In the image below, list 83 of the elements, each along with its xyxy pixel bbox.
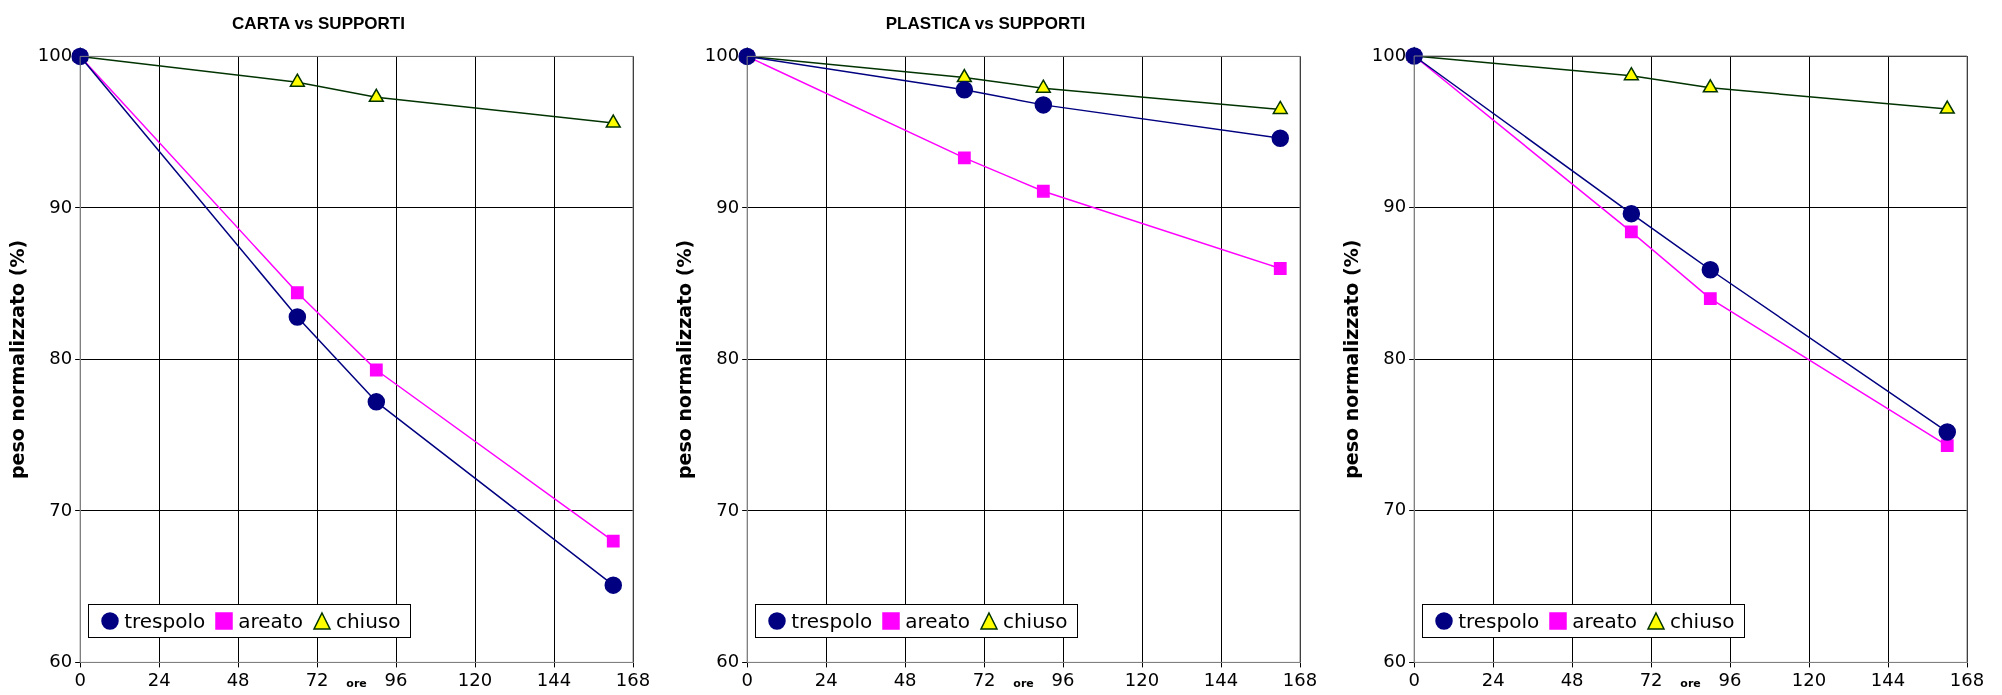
point <box>1702 79 1718 93</box>
x-tick-label: 0 <box>1408 668 1420 690</box>
y-tick-label: 90 <box>1383 195 1407 217</box>
x-tick-label: 72 <box>1639 668 1663 690</box>
legend-label: areato <box>905 609 970 634</box>
point <box>1622 204 1641 223</box>
point <box>1701 261 1720 279</box>
x-tick-label: 168 <box>1282 668 1318 690</box>
point <box>288 308 307 326</box>
point <box>1036 184 1050 198</box>
x-tick-label: 120 <box>1791 668 1827 690</box>
y-tick-label: 90 <box>716 195 740 217</box>
point <box>606 534 620 548</box>
chart-title: CARTA vs SUPPORTI <box>232 13 405 33</box>
legend-label: trespolo <box>1458 609 1540 634</box>
legend-label: areato <box>1572 609 1637 634</box>
x-tick-label: 96 <box>384 668 408 690</box>
legend-label: chiuso <box>335 609 401 634</box>
legend-label: trespolo <box>124 609 206 634</box>
legend-label: trespolo <box>791 609 873 634</box>
x-axis-title: ore <box>346 677 367 691</box>
point <box>290 286 304 300</box>
y-tick-label: 80 <box>1383 346 1407 368</box>
legend-label: areato <box>238 609 303 634</box>
legend-label: chiuso <box>1002 609 1068 634</box>
point <box>368 88 384 103</box>
x-tick-label: 48 <box>1560 668 1584 690</box>
y-tick-label: 60 <box>1383 650 1407 672</box>
x-tick-label: 96 <box>1051 668 1075 690</box>
point <box>1939 100 1955 114</box>
y-tick-label: 90 <box>49 195 73 217</box>
x-tick-label: 144 <box>1870 668 1906 690</box>
point <box>1623 66 1640 81</box>
point <box>1273 262 1287 275</box>
x-tick-label: 120 <box>457 668 493 690</box>
y-tick-label: 70 <box>49 498 73 520</box>
x-axis-title: ore <box>1680 677 1701 691</box>
x-tick-label: 96 <box>1718 668 1742 690</box>
x-tick-label: 24 <box>814 668 838 690</box>
x-tick-label: 144 <box>536 668 572 690</box>
x-tick-label: 144 <box>1203 668 1239 690</box>
point <box>289 73 306 87</box>
point <box>604 576 623 594</box>
y-tick-label: 70 <box>716 498 740 520</box>
x-tick-label: 120 <box>1124 668 1160 690</box>
point <box>956 68 973 83</box>
y-tick-label: 70 <box>1383 498 1407 520</box>
point <box>1272 100 1288 115</box>
x-tick-label: 168 <box>1949 668 1985 690</box>
y-axis-title: peso normalizzato (%) <box>1340 239 1363 479</box>
point <box>955 80 974 99</box>
y-tick-label: 100 <box>1371 43 1407 65</box>
point <box>605 114 621 128</box>
x-tick-label: 0 <box>74 668 86 690</box>
x-tick-label: 0 <box>741 668 753 690</box>
x-tick-label: 168 <box>615 668 651 690</box>
point <box>1940 439 1954 453</box>
point <box>957 151 971 165</box>
x-tick-label: 48 <box>226 668 250 690</box>
y-tick-label: 100 <box>37 44 73 66</box>
y-tick-label: 100 <box>704 44 740 66</box>
chart-title: PLASTICA vs SUPPORTI <box>885 13 1086 33</box>
point <box>1938 423 1957 441</box>
y-tick-label: 80 <box>49 347 73 369</box>
point <box>1703 292 1717 305</box>
y-tick-label: 60 <box>716 650 740 672</box>
point <box>367 393 386 411</box>
x-tick-label: 24 <box>147 668 171 690</box>
x-axis-title: ore <box>1013 677 1034 691</box>
point <box>1035 79 1051 93</box>
legend-label: chiuso <box>1669 609 1735 634</box>
x-tick-label: 72 <box>972 668 996 690</box>
y-axis-title: peso normalizzato (%) <box>6 239 29 479</box>
point <box>369 363 383 377</box>
y-axis-title: peso normalizzato (%) <box>673 239 696 479</box>
y-tick-label: 60 <box>49 650 73 672</box>
point <box>1271 129 1290 147</box>
x-tick-label: 48 <box>893 668 917 690</box>
point <box>1034 96 1053 114</box>
x-tick-label: 24 <box>1481 668 1505 690</box>
point <box>1624 225 1638 239</box>
x-tick-label: 72 <box>305 668 329 690</box>
y-tick-label: 80 <box>716 347 740 369</box>
